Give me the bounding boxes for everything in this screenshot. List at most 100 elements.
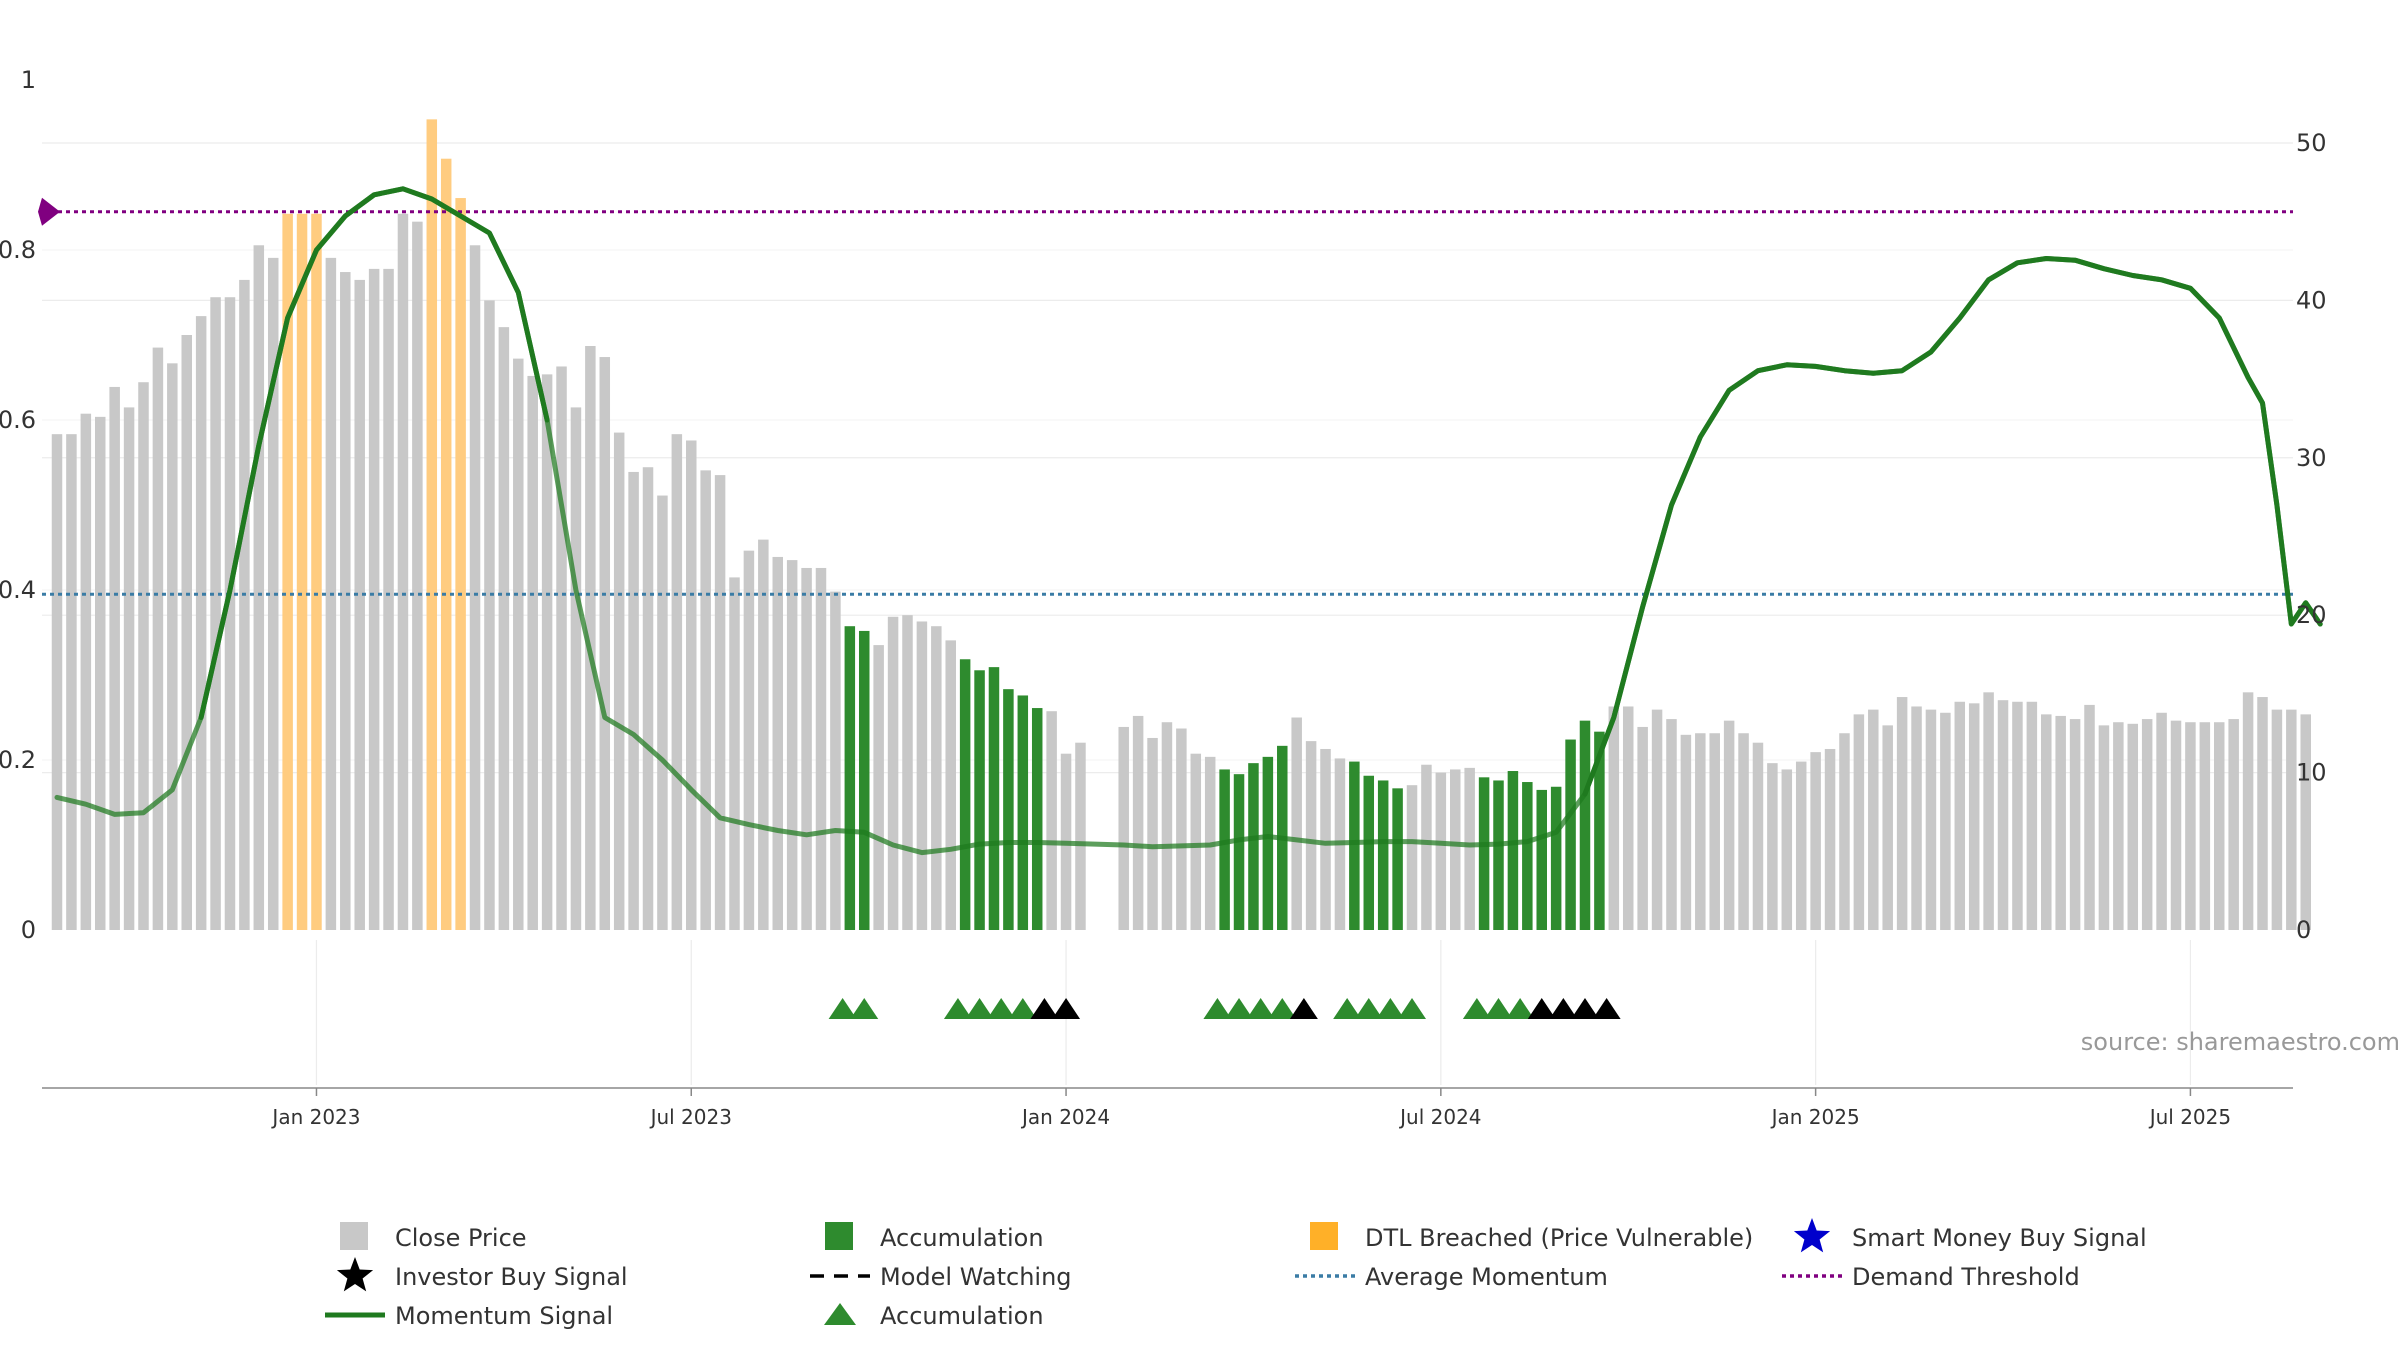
close-price-bar xyxy=(195,316,207,931)
close-price-bar xyxy=(1464,767,1475,930)
close-price-bar xyxy=(1810,752,1821,930)
legend-close-price-swatch xyxy=(340,1222,368,1250)
close-price-bar xyxy=(51,434,63,930)
source-label: source: sharemaestro.com xyxy=(2081,1028,2400,1056)
close-price-bar xyxy=(1723,720,1735,930)
accumulation-bar xyxy=(1565,739,1576,930)
close-price-bar xyxy=(354,279,365,930)
left-tick-label: 0.6 xyxy=(0,406,36,434)
right-tick-label: 10 xyxy=(2296,759,2327,787)
close-price-bar xyxy=(541,374,553,931)
close-price-bar xyxy=(2012,701,2023,930)
close-price-bar xyxy=(224,297,236,930)
close-price-bar xyxy=(1968,703,1980,930)
close-price-bar xyxy=(2199,722,2211,930)
close-price-bar xyxy=(1695,733,1706,930)
close-price-bar xyxy=(1651,709,1663,930)
close-price-bar xyxy=(498,327,510,930)
close-price-bar xyxy=(2286,709,2297,930)
accumulation-bar xyxy=(1392,788,1403,930)
momentum-signal-line xyxy=(54,186,2323,856)
close-price-bar xyxy=(1911,706,1922,930)
accumulation-triangle xyxy=(1225,998,1254,1019)
accumulation-bar xyxy=(1363,775,1375,930)
accumulation-bar xyxy=(1262,756,1274,930)
close-price-bar xyxy=(469,245,481,930)
close-price-bar xyxy=(570,407,582,930)
left-tick-label: 0 xyxy=(21,916,36,944)
dtl-breached-bar xyxy=(440,158,452,930)
close-price-bar xyxy=(152,347,164,930)
close-price-bar xyxy=(613,432,625,930)
close-price-bar xyxy=(1824,748,1836,930)
close-price-bar xyxy=(1997,700,2009,930)
close-price-bar xyxy=(945,640,956,930)
accumulation-bar xyxy=(974,670,985,930)
legend-accumulation-swatch xyxy=(825,1222,853,1250)
legend-label: Average Momentum xyxy=(1365,1263,1608,1291)
close-price-bar xyxy=(210,297,221,930)
model-watching-triangle xyxy=(1549,998,1578,1019)
x-tick-label: Jul 2023 xyxy=(649,1105,732,1129)
close-price-bar xyxy=(2113,722,2124,930)
accumulation-triangle xyxy=(943,998,972,1019)
accumulation-bar xyxy=(1377,780,1389,930)
accumulation-bar xyxy=(1478,777,1490,930)
close-price-bar xyxy=(887,616,899,930)
close-price-bar xyxy=(1190,753,1202,930)
close-price-bar xyxy=(729,577,740,930)
accumulation-triangle xyxy=(1462,998,1491,1019)
close-price-bar xyxy=(484,300,495,930)
accumulation-bar xyxy=(1550,786,1562,930)
close-price-bar xyxy=(1839,733,1850,930)
legend-label: Momentum Signal xyxy=(395,1302,613,1330)
legend: Close Price Accumulation DTL Breached (Pri… xyxy=(325,1218,2147,1330)
close-price-bar xyxy=(1983,692,1994,930)
close-price-bar xyxy=(916,621,928,930)
dtl-breached-bar xyxy=(311,213,322,931)
close-price-bar xyxy=(830,591,841,930)
close-price-bar xyxy=(599,357,611,930)
accumulation-triangle xyxy=(1398,998,1427,1019)
close-price-bar xyxy=(123,407,135,930)
right-tick-label: 30 xyxy=(2296,444,2327,472)
close-price-bar xyxy=(1795,761,1807,930)
close-price-bar xyxy=(80,413,92,930)
accumulation-triangle xyxy=(965,998,994,1019)
close-price-bar xyxy=(2156,712,2167,930)
gridlines xyxy=(42,142,2293,1085)
close-price-bar xyxy=(1291,717,1302,930)
legend-accumulation-triangle xyxy=(824,1303,856,1325)
close-price-bar xyxy=(239,279,250,930)
demand-threshold-marker xyxy=(38,197,60,226)
close-price-bar xyxy=(585,346,596,930)
close-price-bar xyxy=(1421,764,1432,930)
model-watching-triangle xyxy=(1030,998,1059,1019)
x-tick-label: Jan 2024 xyxy=(1020,1105,1110,1129)
legend-label: Model Watching xyxy=(880,1263,1072,1291)
momentum-signal-strong xyxy=(198,186,550,720)
close-price-bar xyxy=(267,257,279,930)
close-price-bar xyxy=(368,268,380,930)
close-price-bar xyxy=(2170,720,2182,930)
close-price-bar xyxy=(2055,715,2066,930)
left-tick-label: 0.4 xyxy=(0,576,36,604)
close-price-bar xyxy=(671,434,683,930)
close-price-bar xyxy=(2228,719,2239,930)
close-price-bar xyxy=(758,539,769,930)
close-price-bar xyxy=(1320,748,1331,930)
dtl-breached-bar xyxy=(296,213,308,931)
accumulation-bar xyxy=(1579,720,1591,930)
close-price-bar xyxy=(2141,719,2153,930)
accumulation-bar xyxy=(1594,731,1605,930)
close-price-bar xyxy=(1738,733,1749,930)
close-price-bar xyxy=(1767,763,1778,930)
model-watching-triangle xyxy=(1052,998,1081,1019)
close-price-bar xyxy=(2026,701,2038,930)
accumulation-triangle xyxy=(1376,998,1405,1019)
left-tick-label: 0.8 xyxy=(0,236,36,264)
close-price-bar xyxy=(2041,714,2052,930)
accumulation-triangle xyxy=(987,998,1016,1019)
accumulation-triangle xyxy=(1354,998,1383,1019)
close-price-bar xyxy=(1406,785,1418,930)
